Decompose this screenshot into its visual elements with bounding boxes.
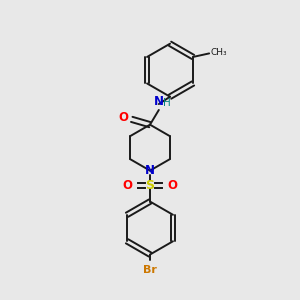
Text: O: O (118, 111, 128, 124)
Text: S: S (146, 179, 154, 192)
Text: N: N (145, 164, 155, 177)
Text: N: N (154, 95, 164, 109)
Text: Br: Br (143, 265, 157, 275)
Text: H: H (163, 98, 171, 109)
Text: O: O (123, 179, 133, 192)
Text: CH₃: CH₃ (210, 48, 227, 57)
Text: O: O (167, 179, 177, 192)
